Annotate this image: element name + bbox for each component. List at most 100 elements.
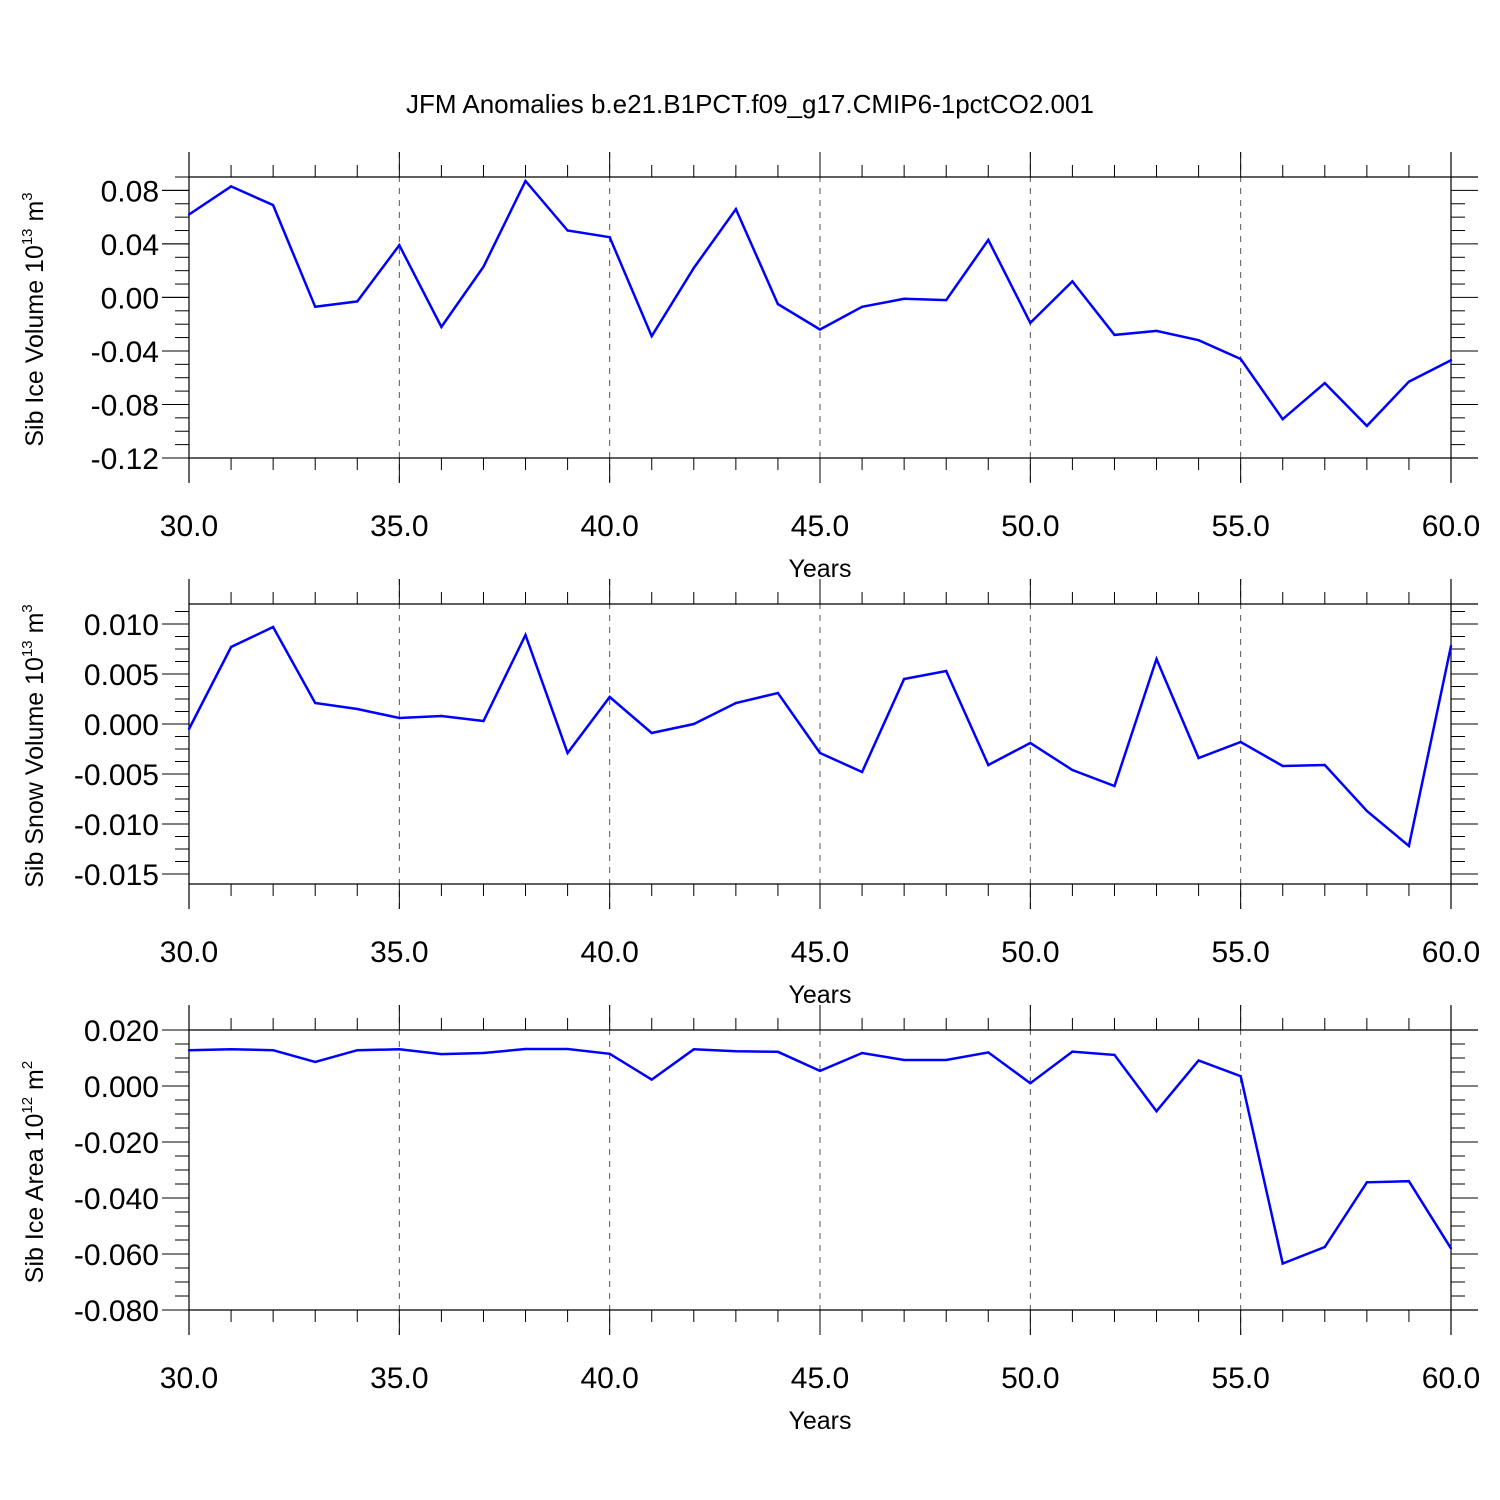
data-point bbox=[1365, 809, 1369, 813]
data-point bbox=[314, 1060, 317, 1064]
x-tick-label: 35.0 bbox=[370, 936, 428, 969]
y-tick-label: -0.015 bbox=[74, 859, 159, 892]
y-tick-label: -0.040 bbox=[74, 1183, 159, 1216]
data-point bbox=[776, 691, 780, 695]
x-tick-label: 40.0 bbox=[580, 1362, 638, 1395]
data-point bbox=[902, 1058, 906, 1062]
data-point bbox=[524, 179, 527, 183]
data-point bbox=[902, 677, 906, 681]
data-point bbox=[692, 722, 695, 726]
data-point bbox=[524, 1047, 527, 1051]
data-point bbox=[1449, 1247, 1453, 1250]
data-point bbox=[482, 265, 485, 268]
y-axis-label: Sib Snow Volume 1013 m3 bbox=[19, 604, 49, 888]
data-point bbox=[650, 731, 653, 735]
data-point bbox=[987, 1051, 990, 1054]
data-point bbox=[692, 266, 695, 270]
data-point bbox=[566, 229, 569, 232]
data-point bbox=[229, 1048, 233, 1051]
y-tick-label: -0.010 bbox=[74, 809, 159, 842]
data-point bbox=[440, 714, 443, 718]
data-point bbox=[1155, 329, 1158, 333]
data-point bbox=[187, 727, 191, 731]
data-point bbox=[734, 1050, 738, 1053]
data-point bbox=[945, 1058, 948, 1062]
data-point bbox=[482, 719, 485, 723]
data-point bbox=[1197, 339, 1200, 342]
data-point bbox=[229, 185, 233, 188]
y-tick-label: -0.060 bbox=[74, 1239, 159, 1272]
data-point bbox=[1071, 280, 1074, 283]
data-point bbox=[1239, 357, 1242, 361]
data-point bbox=[987, 238, 990, 242]
data-point bbox=[1239, 1075, 1242, 1078]
data-point bbox=[440, 1052, 443, 1056]
x-tick-label: 60.0 bbox=[1422, 1362, 1480, 1395]
data-point bbox=[398, 244, 401, 247]
data-point bbox=[1323, 381, 1327, 385]
data-point bbox=[650, 1078, 653, 1081]
data-point bbox=[524, 633, 527, 637]
data-point bbox=[1071, 768, 1074, 772]
data-point bbox=[818, 1069, 822, 1073]
chart-panel-1: 0.08 0.04 0.00 -0.04 -0.08 -0.12 30.0 35.0 40.0 4… bbox=[19, 152, 1480, 583]
data-point bbox=[440, 325, 443, 329]
data-point bbox=[945, 669, 948, 673]
y-axis-label: Sib Ice Volume 1013 m3 bbox=[19, 192, 49, 446]
data-point bbox=[1407, 380, 1411, 383]
data-point bbox=[229, 645, 233, 649]
data-point bbox=[566, 1047, 569, 1051]
x-tick-label: 55.0 bbox=[1211, 936, 1269, 969]
data-point bbox=[902, 297, 906, 300]
data-point bbox=[271, 1048, 275, 1052]
data-point bbox=[1323, 1245, 1327, 1249]
data-point bbox=[1155, 657, 1158, 661]
y-tick-label: 0.005 bbox=[84, 659, 159, 692]
data-point bbox=[1197, 1059, 1200, 1062]
data-point bbox=[818, 751, 822, 755]
chart-panel-3: 0.020 0.000 -0.020 -0.040 -0.060 -0.080 30.0 35… bbox=[19, 1005, 1480, 1435]
data-point bbox=[1449, 644, 1453, 648]
x-tick-label: 45.0 bbox=[791, 1362, 849, 1395]
data-point bbox=[187, 1048, 191, 1052]
data-point bbox=[692, 1048, 695, 1051]
data-point bbox=[734, 701, 738, 705]
x-tick-label: 50.0 bbox=[1001, 1362, 1059, 1395]
data-point bbox=[1449, 359, 1453, 362]
x-tick-label: 45.0 bbox=[791, 936, 849, 969]
y-tick-label: 0.020 bbox=[84, 1015, 159, 1048]
x-tick-label: 40.0 bbox=[580, 510, 638, 543]
y-tick-label: 0.08 bbox=[101, 175, 159, 208]
data-point bbox=[734, 207, 738, 211]
x-tick-label: 30.0 bbox=[160, 510, 218, 543]
data-point bbox=[1281, 1262, 1284, 1265]
chart-panel-2: 0.010 0.005 0.000 -0.005 -0.010 -0.015 30.0 35.… bbox=[19, 579, 1480, 1009]
data-point bbox=[608, 695, 611, 699]
data-point bbox=[945, 298, 948, 302]
y-tick-label: -0.080 bbox=[74, 1295, 159, 1328]
data-point bbox=[608, 236, 611, 239]
data-point bbox=[860, 1051, 864, 1055]
data-point bbox=[1197, 756, 1200, 760]
x-tick-label: 35.0 bbox=[370, 510, 428, 543]
data-point bbox=[1365, 424, 1369, 428]
data-point bbox=[818, 328, 822, 331]
data-point bbox=[566, 751, 569, 755]
x-tick-label: 40.0 bbox=[580, 936, 638, 969]
data-point bbox=[482, 1051, 485, 1055]
data-point bbox=[356, 1048, 359, 1052]
x-tick-label: 60.0 bbox=[1422, 936, 1480, 969]
data-point bbox=[271, 625, 275, 629]
data-point bbox=[608, 1052, 611, 1056]
y-tick-label: -0.04 bbox=[91, 336, 159, 369]
x-tick-label: 55.0 bbox=[1211, 1362, 1269, 1395]
y-tick-label: 0.000 bbox=[84, 709, 159, 742]
figure-title: JFM Anomalies b.e21.B1PCT.f09_g17.CMIP6-… bbox=[406, 89, 1094, 119]
x-tick-label: 30.0 bbox=[160, 936, 218, 969]
y-tick-label: -0.005 bbox=[74, 759, 159, 792]
x-tick-label: 50.0 bbox=[1001, 510, 1059, 543]
x-tick-label: 45.0 bbox=[791, 510, 849, 543]
data-point bbox=[398, 1048, 401, 1051]
data-point bbox=[1029, 321, 1032, 325]
